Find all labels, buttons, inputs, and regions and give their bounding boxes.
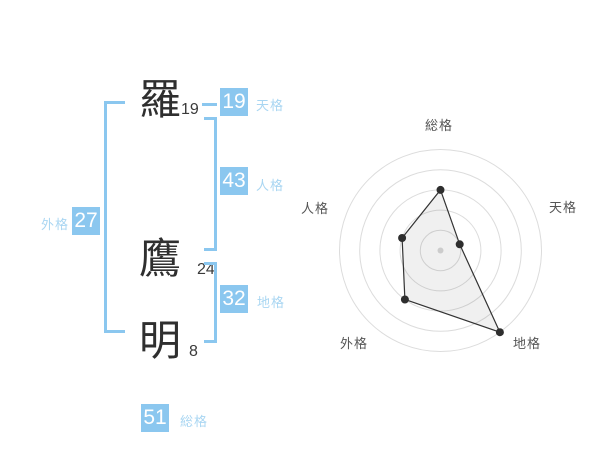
tenkaku-value-badge: 19: [220, 88, 248, 116]
jinkaku-value-badge: 43: [220, 167, 248, 195]
radar-axis-label-jinkaku: 人格: [301, 201, 329, 216]
gaikaku-label: 外格: [41, 217, 70, 232]
stroke-count-2: 24: [197, 261, 215, 278]
jinkaku-label: 人格: [256, 178, 285, 193]
stroke-count-3: 8: [189, 343, 198, 360]
chikaku-label: 地格: [257, 295, 286, 310]
soukaku-label: 総格: [180, 414, 209, 429]
tenkaku-connector-line: [202, 103, 217, 106]
stroke-count-1: 19: [181, 101, 199, 118]
radar-plot: [339, 149, 542, 352]
jinkaku-bracket: [204, 117, 217, 251]
radar-chart-svg: 総格 天格 地格 外格 人格: [301, 118, 577, 352]
name-char-1: 羅: [138, 76, 181, 123]
radar-axis-label-soukaku: 総格: [425, 118, 453, 133]
chikaku-bracket: [204, 262, 217, 343]
radar-axis-label-gaikaku: 外格: [340, 336, 368, 351]
radar-axis-label-tenkaku: 天格: [549, 200, 577, 215]
radar-axis-label-chikaku: 地格: [513, 336, 541, 351]
name-char-2: 鷹: [138, 235, 181, 282]
name-char-3: 明: [138, 317, 181, 364]
gaikaku-value-badge: 27: [72, 207, 100, 235]
soukaku-value-badge: 51: [141, 404, 169, 432]
gaikaku-bracket: [104, 101, 125, 333]
chikaku-value-badge: 32: [220, 285, 248, 313]
tenkaku-label: 天格: [256, 98, 285, 113]
